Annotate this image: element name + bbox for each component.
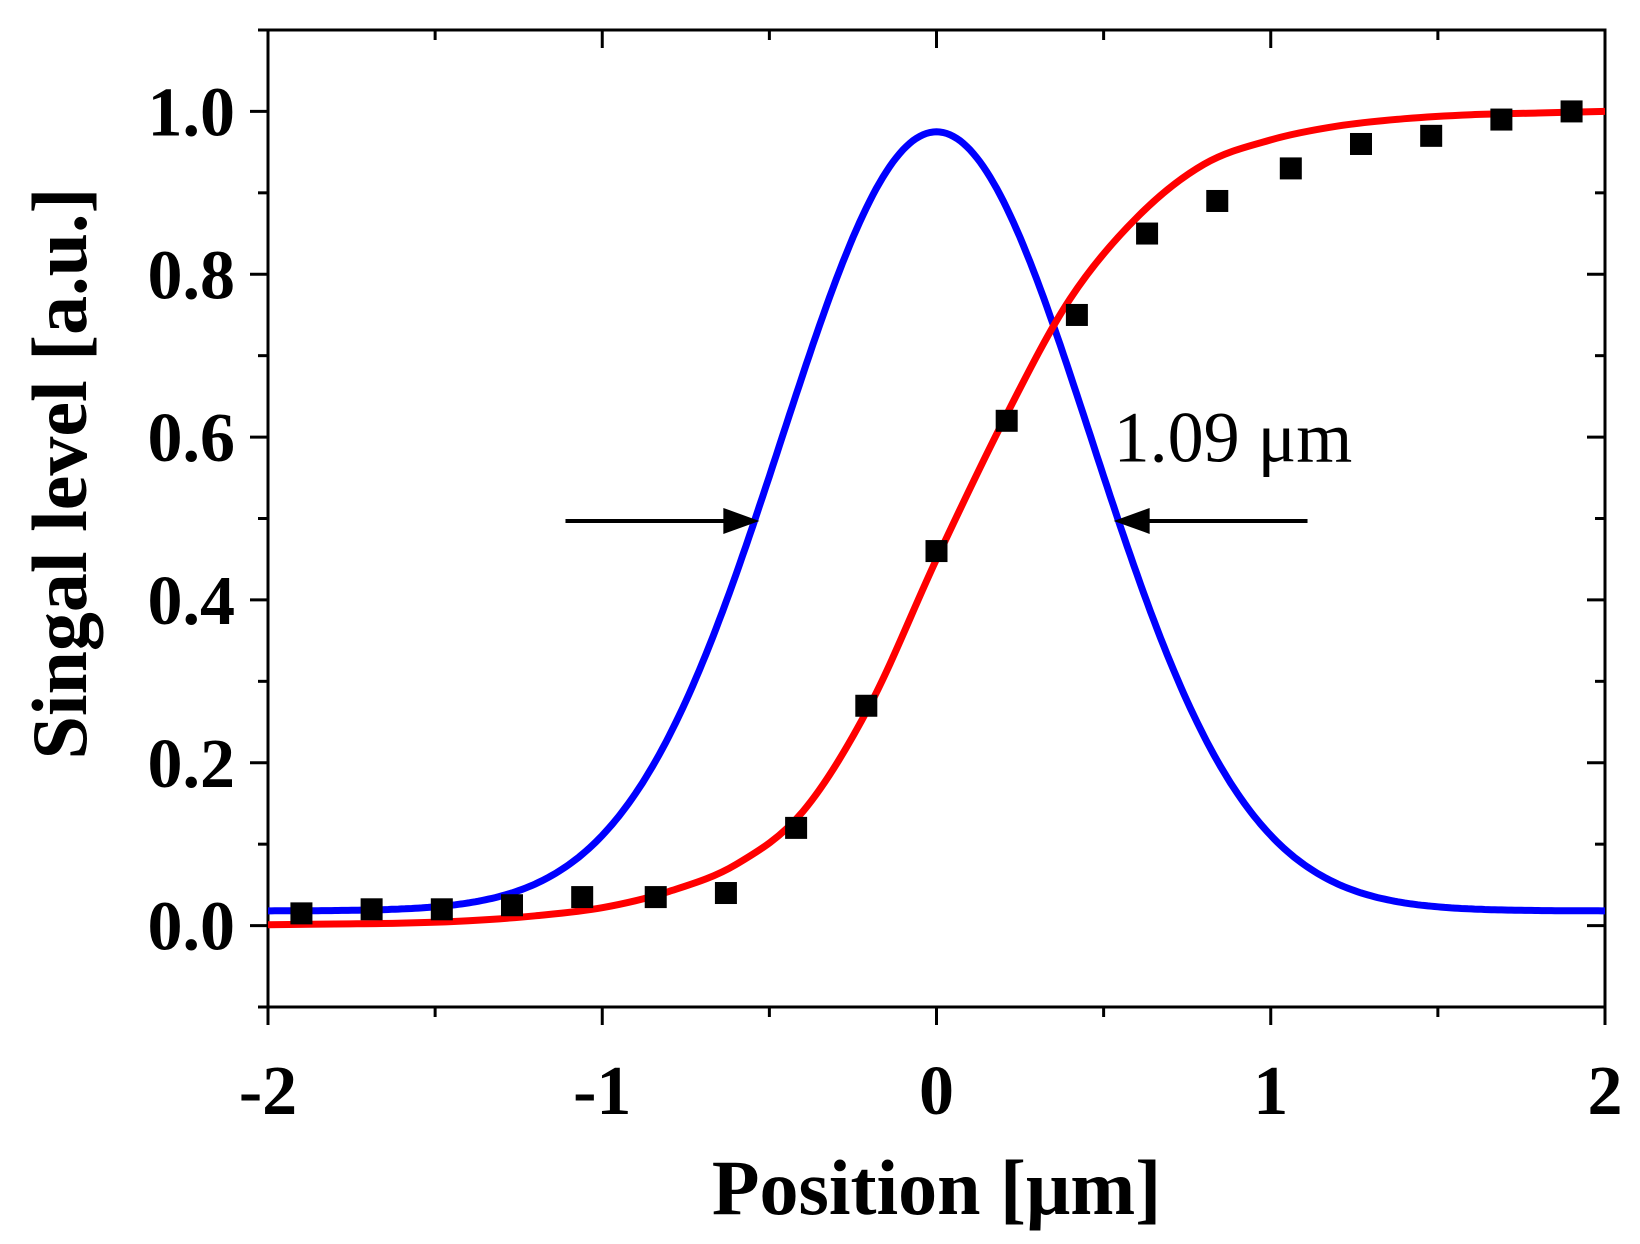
scatter-point — [360, 898, 383, 921]
x-tick-label: 1 — [1253, 1053, 1288, 1130]
x-tick-label: 0 — [919, 1053, 954, 1130]
scatter-point — [1206, 189, 1229, 212]
arrow-head — [723, 507, 760, 534]
y-tick-label: 0.0 — [148, 889, 236, 966]
y-tick-label: 1.0 — [148, 74, 236, 151]
scatter-point — [1065, 303, 1088, 326]
scatter-point — [290, 902, 313, 925]
ticks — [250, 28, 1607, 1025]
x-axis-title: Position [μm] — [712, 1144, 1161, 1231]
x-tick-label: -2 — [239, 1053, 297, 1130]
y-tick-label: 0.4 — [148, 563, 236, 640]
plot-frame — [266, 28, 1607, 1009]
scatter-point — [785, 816, 808, 839]
scatter-point — [571, 886, 594, 909]
scatter-point — [1279, 157, 1302, 180]
y-tick-label: 0.8 — [148, 237, 236, 314]
tick-labels: -2 -1 0 1 2 0.0 0.2 0.4 0.6 0.8 1.0 — [148, 74, 1623, 1130]
scatter-point — [1420, 124, 1443, 147]
scatter-point — [1490, 108, 1513, 131]
fwhm-arrows — [565, 507, 1308, 534]
plot-area — [268, 100, 1605, 929]
series-blue-line — [268, 128, 1605, 915]
y-tick-label: 0.2 — [148, 726, 236, 803]
x-tick-label: 2 — [1588, 1053, 1623, 1130]
scatter-point — [925, 540, 948, 563]
scatter-point — [714, 882, 737, 905]
y-tick-label: 0.6 — [148, 400, 236, 477]
scatter-point — [1136, 222, 1159, 245]
scatter-point — [1560, 100, 1583, 123]
scatter-point — [855, 694, 878, 717]
scatter-point — [430, 898, 453, 921]
fwhm-annotation: 1.09 μm — [1114, 398, 1353, 478]
scatter-point — [995, 409, 1018, 432]
x-tick-label: -1 — [573, 1053, 631, 1130]
scatter-point — [1349, 132, 1372, 155]
scatter-points — [290, 100, 1583, 925]
scatter-point — [501, 894, 524, 917]
arrow-head — [1113, 507, 1150, 534]
scatter-point — [644, 886, 667, 909]
series-red-line — [268, 107, 1605, 929]
y-axis-title: Singal level [a.u.] — [16, 187, 103, 759]
